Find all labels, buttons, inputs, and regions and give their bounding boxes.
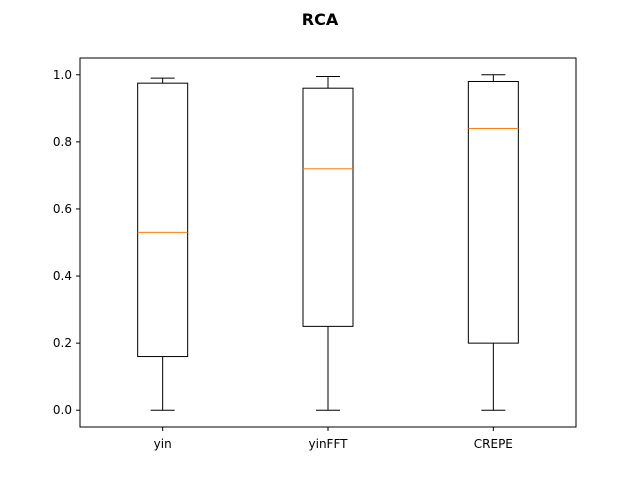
box-CREPE [467,80,519,344]
y-tick-label: 0.2 [53,336,72,350]
plot-area: 0.0 0.2 0.4 0.6 0.8 1.0 yin yinFFT CREPE [53,57,577,451]
y-tick-label: 0.4 [53,269,72,283]
box-yinFFT [302,87,354,327]
box-yin [137,82,189,358]
y-tick-label: 0.6 [53,202,72,216]
y-tick-label: 0.0 [53,403,72,417]
x-tick-label: yinFFT [309,437,349,451]
chart-title: RCA [302,10,339,29]
x-tick-label: CREPE [474,437,513,451]
y-tick-label: 0.8 [53,135,72,149]
x-tick-label: yin [154,437,172,451]
y-tick-label: 1.0 [53,68,72,82]
